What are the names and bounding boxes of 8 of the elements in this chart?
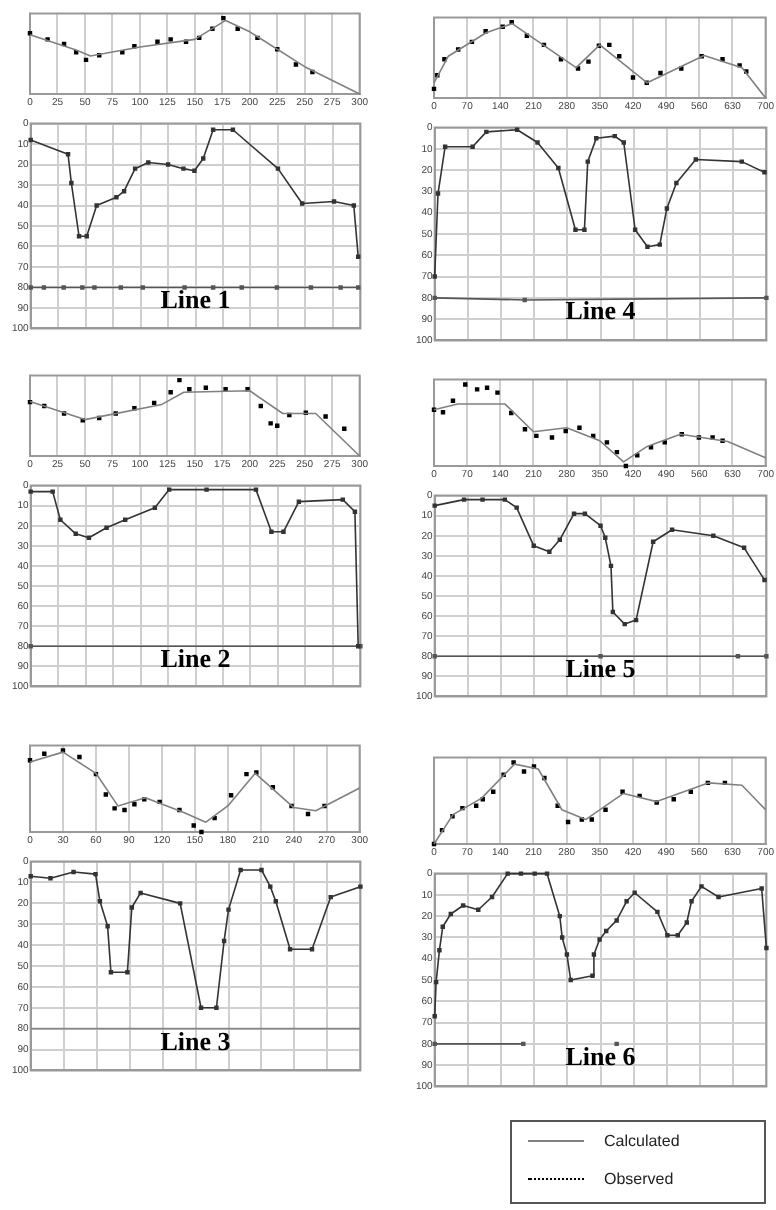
text: Line 5	[565, 653, 637, 684]
legend-label: Observed	[604, 1170, 674, 1188]
legend-label: Calculated	[604, 1132, 680, 1150]
text: Line 2	[160, 643, 231, 674]
text: Line 3	[160, 1025, 232, 1056]
text: Line 4	[565, 295, 637, 326]
text: Line 6	[565, 1041, 637, 1072]
text: Line 1	[160, 284, 231, 315]
